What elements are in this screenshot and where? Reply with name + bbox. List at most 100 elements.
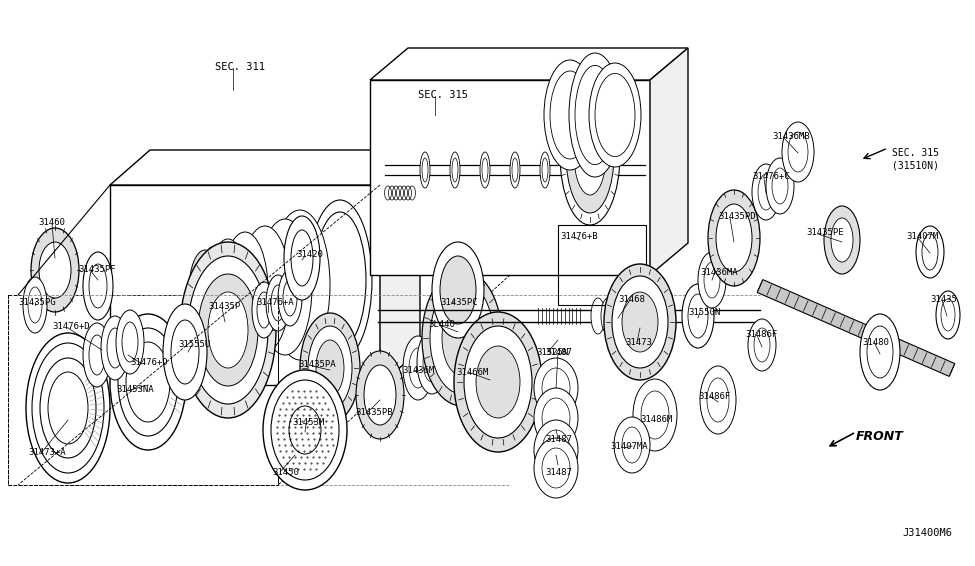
Bar — [558, 225, 646, 305]
Ellipse shape — [454, 312, 542, 452]
Ellipse shape — [611, 298, 625, 334]
Text: 31420: 31420 — [296, 250, 323, 259]
Ellipse shape — [716, 204, 752, 272]
Text: SEC. 315: SEC. 315 — [892, 148, 939, 158]
Ellipse shape — [257, 292, 271, 328]
Ellipse shape — [126, 342, 170, 422]
Ellipse shape — [708, 190, 760, 286]
Ellipse shape — [284, 216, 320, 300]
Ellipse shape — [575, 66, 615, 165]
Ellipse shape — [271, 380, 339, 480]
Text: 31466M: 31466M — [456, 368, 488, 377]
Ellipse shape — [222, 232, 268, 348]
Ellipse shape — [271, 285, 285, 321]
Ellipse shape — [704, 262, 720, 298]
Ellipse shape — [252, 282, 276, 338]
Ellipse shape — [89, 335, 105, 375]
Ellipse shape — [422, 270, 502, 406]
Ellipse shape — [510, 152, 520, 188]
Polygon shape — [370, 80, 650, 275]
Ellipse shape — [542, 368, 570, 408]
Ellipse shape — [180, 242, 276, 418]
Ellipse shape — [89, 264, 107, 308]
Ellipse shape — [831, 218, 853, 262]
Ellipse shape — [452, 158, 458, 182]
Ellipse shape — [189, 250, 221, 330]
Ellipse shape — [270, 210, 330, 360]
Ellipse shape — [278, 270, 302, 326]
Ellipse shape — [682, 284, 714, 348]
Ellipse shape — [631, 298, 645, 334]
Ellipse shape — [194, 262, 216, 318]
Ellipse shape — [83, 252, 113, 320]
Text: 31407MA: 31407MA — [610, 442, 647, 451]
Ellipse shape — [589, 63, 641, 167]
Text: 3L440: 3L440 — [428, 320, 455, 329]
Ellipse shape — [542, 448, 570, 488]
Ellipse shape — [258, 219, 312, 355]
Ellipse shape — [566, 97, 614, 213]
Text: J31400M6: J31400M6 — [902, 528, 952, 538]
Polygon shape — [380, 150, 420, 385]
Ellipse shape — [464, 326, 532, 438]
Ellipse shape — [512, 158, 518, 182]
Ellipse shape — [197, 246, 233, 338]
Ellipse shape — [188, 256, 268, 404]
Text: 31436M: 31436M — [402, 366, 434, 375]
Ellipse shape — [417, 330, 447, 394]
Ellipse shape — [614, 417, 650, 473]
Ellipse shape — [595, 74, 635, 157]
Text: 31435PE: 31435PE — [806, 228, 843, 237]
Bar — [8, 295, 278, 485]
Ellipse shape — [364, 365, 396, 425]
Ellipse shape — [633, 379, 677, 451]
Ellipse shape — [788, 132, 808, 172]
Ellipse shape — [560, 85, 620, 225]
Ellipse shape — [550, 71, 590, 159]
Text: SEC. 315: SEC. 315 — [418, 90, 468, 100]
Ellipse shape — [476, 346, 520, 418]
Text: 31487: 31487 — [545, 468, 572, 477]
Ellipse shape — [700, 366, 736, 434]
Text: 31487: 31487 — [545, 435, 572, 444]
Text: 31435: 31435 — [930, 295, 956, 304]
Ellipse shape — [423, 342, 441, 382]
Ellipse shape — [31, 228, 79, 312]
Ellipse shape — [641, 391, 669, 439]
Polygon shape — [110, 150, 420, 185]
Ellipse shape — [574, 115, 606, 195]
Text: SEC. 311: SEC. 311 — [215, 62, 265, 72]
Ellipse shape — [766, 158, 794, 214]
Ellipse shape — [922, 234, 938, 270]
Ellipse shape — [916, 226, 944, 278]
Text: 31468: 31468 — [618, 295, 644, 304]
Ellipse shape — [824, 206, 860, 274]
Text: 31435P: 31435P — [208, 302, 240, 311]
Ellipse shape — [83, 323, 111, 387]
Ellipse shape — [171, 320, 199, 384]
Text: 31407M: 31407M — [906, 232, 938, 241]
Ellipse shape — [601, 298, 615, 334]
Ellipse shape — [569, 53, 621, 177]
Ellipse shape — [758, 174, 774, 210]
Polygon shape — [758, 280, 955, 376]
Text: (31510N): (31510N) — [892, 161, 939, 171]
Text: 31435PA: 31435PA — [298, 360, 335, 369]
Ellipse shape — [32, 343, 104, 473]
Ellipse shape — [442, 300, 482, 376]
Ellipse shape — [118, 328, 178, 436]
Ellipse shape — [198, 274, 258, 386]
Polygon shape — [110, 185, 380, 385]
Ellipse shape — [316, 340, 344, 396]
Text: 31476+D: 31476+D — [52, 322, 90, 331]
Ellipse shape — [534, 438, 578, 498]
Ellipse shape — [48, 372, 88, 444]
Ellipse shape — [308, 200, 372, 360]
Ellipse shape — [409, 348, 427, 388]
Text: 31486M: 31486M — [640, 415, 672, 424]
Text: FRONT: FRONT — [856, 430, 904, 443]
Text: 31476+C: 31476+C — [752, 172, 790, 181]
Text: 31473: 31473 — [625, 338, 652, 347]
Text: 31435PC: 31435PC — [440, 298, 478, 307]
Ellipse shape — [403, 336, 433, 400]
